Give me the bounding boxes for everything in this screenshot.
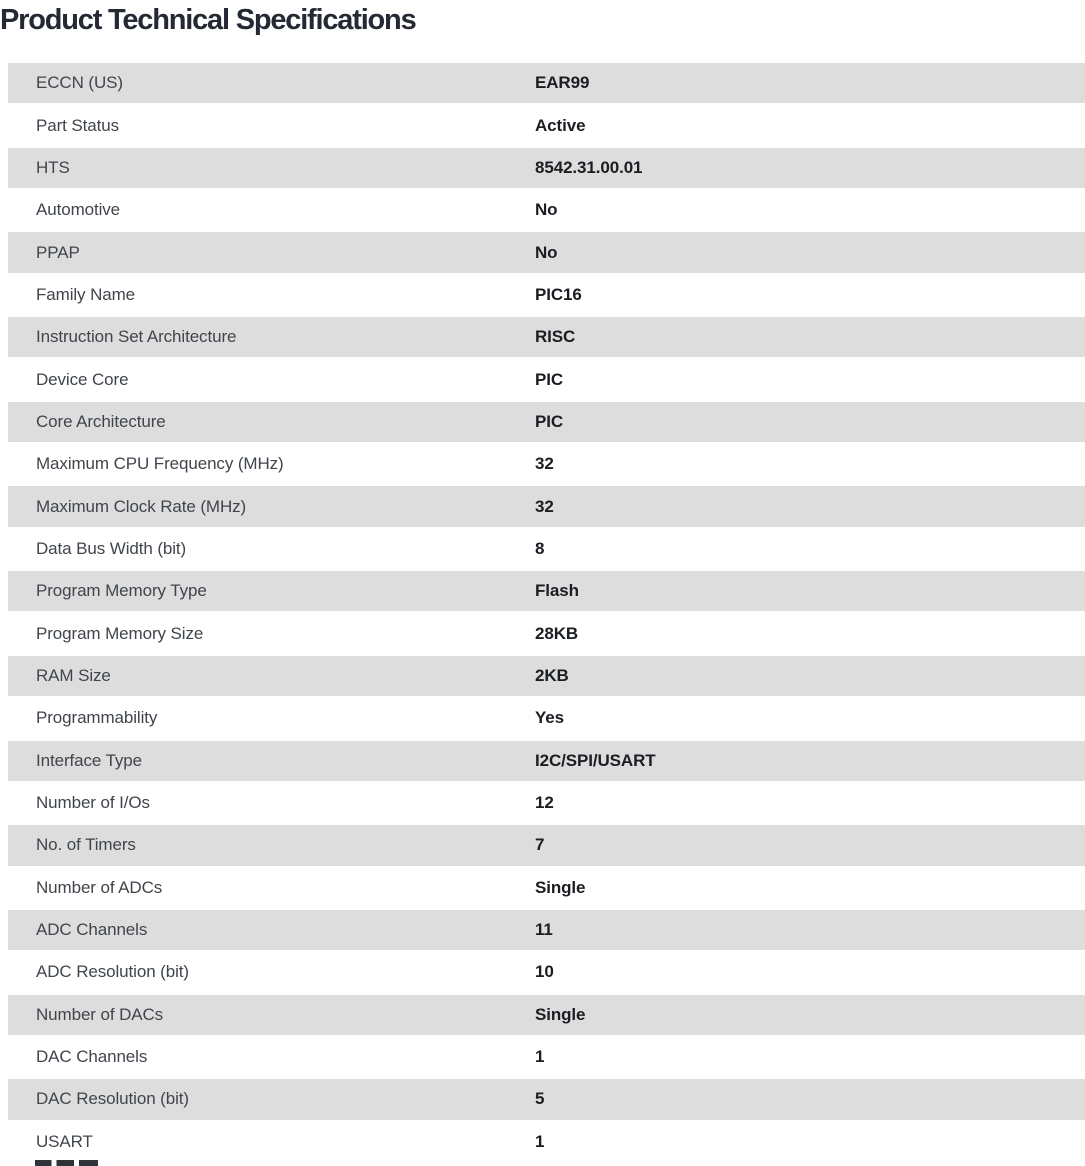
spec-row: Number of I/Os 12 <box>8 781 1085 825</box>
spec-value: 7 <box>535 835 545 855</box>
spec-row: Maximum Clock Rate (MHz) 32 <box>8 485 1085 528</box>
spec-row: No. of Timers 7 <box>8 824 1085 867</box>
spec-row: Device Core PIC <box>8 358 1085 401</box>
clipped-text-fragment <box>35 1160 98 1166</box>
spec-label: ADC Channels <box>36 920 148 940</box>
spec-value: 8542.31.00.01 <box>535 157 643 177</box>
spec-value: 32 <box>535 454 554 474</box>
spec-label: Number of DACs <box>36 1004 164 1024</box>
spec-label: Data Bus Width (bit) <box>36 538 187 558</box>
spec-row: DAC Channels 1 <box>8 1035 1085 1079</box>
spec-label: Device Core <box>36 369 129 389</box>
spec-value: Single <box>535 1004 586 1024</box>
spec-label: Program Memory Type <box>36 581 207 601</box>
spec-row: Data Bus Width (bit) 8 <box>8 527 1085 571</box>
spec-label: Automotive <box>36 200 121 220</box>
spec-label: Maximum CPU Frequency (MHz) <box>36 454 284 474</box>
spec-value: 28KB <box>535 623 579 643</box>
spec-value: PIC16 <box>535 284 582 304</box>
spec-row: Programmability Yes <box>8 697 1085 740</box>
spec-value: 11 <box>535 920 553 940</box>
spec-label: Interface Type <box>36 750 143 770</box>
spec-label: ADC Resolution (bit) <box>36 962 189 982</box>
spec-row: Program Memory Type Flash <box>8 570 1085 613</box>
spec-label: Family Name <box>36 284 136 304</box>
spec-value: EAR99 <box>535 73 590 93</box>
spec-label: PPAP <box>36 242 80 262</box>
spec-value: 5 <box>535 1089 545 1109</box>
spec-row: ECCN (US) EAR99 <box>8 62 1085 105</box>
spec-label: Programmability <box>36 708 158 728</box>
spec-value: PIC <box>535 411 564 431</box>
spec-label: Maximum Clock Rate (MHz) <box>36 496 247 516</box>
spec-value: 10 <box>535 962 554 982</box>
spec-row: Maximum CPU Frequency (MHz) 32 <box>8 443 1085 486</box>
spec-row: ADC Resolution (bit) 10 <box>8 951 1085 994</box>
spec-label: No. of Timers <box>36 835 136 855</box>
spec-label: HTS <box>36 157 70 177</box>
spec-label: Instruction Set Architecture <box>36 327 237 347</box>
spec-row: Interface Type I2C/SPI/USART <box>8 739 1085 782</box>
spec-table: ECCN (US) EAR99 Part Status Active HTS 8542.3… <box>8 62 1085 1163</box>
spec-label: DAC Resolution (bit) <box>36 1089 189 1109</box>
spec-row: Program Memory Size 28KB <box>8 612 1085 655</box>
spec-row: Part Status Active <box>8 104 1085 147</box>
spec-value: RISC <box>535 327 576 347</box>
spec-row: Automotive No <box>8 189 1085 232</box>
spec-value: PIC <box>535 369 564 389</box>
spec-value: Active <box>535 115 586 135</box>
spec-label: Number of ADCs <box>36 877 163 897</box>
spec-row: Instruction Set Architecture RISC <box>8 316 1085 359</box>
spec-label: ECCN (US) <box>36 73 123 93</box>
spec-label: RAM Size <box>36 665 111 685</box>
spec-row: USART 1 <box>8 1120 1085 1163</box>
page-title: Product Technical Specifications <box>0 4 417 36</box>
spec-row: ADC Channels 11 <box>8 908 1085 952</box>
spec-row: Core Architecture PIC <box>8 400 1085 444</box>
spec-value: 1 <box>535 1047 545 1067</box>
spec-row: DAC Resolution (bit) 5 <box>8 1078 1085 1121</box>
spec-row: Number of DACs Single <box>8 993 1085 1036</box>
spec-value: Yes <box>535 708 565 728</box>
spec-row: Number of ADCs Single <box>8 866 1085 909</box>
spec-value: Single <box>535 877 586 897</box>
spec-label: DAC Channels <box>36 1047 148 1067</box>
spec-value: 8 <box>535 538 545 558</box>
spec-value: Flash <box>535 581 579 601</box>
spec-row: Family Name PIC16 <box>8 273 1085 317</box>
spec-row: RAM Size 2KB <box>8 654 1085 698</box>
spec-label: Part Status <box>36 115 119 135</box>
spec-value: 32 <box>535 496 554 516</box>
spec-label: USART <box>36 1131 93 1151</box>
spec-value: I2C/SPI/USART <box>535 750 656 770</box>
spec-row: PPAP No <box>8 231 1085 274</box>
spec-label: Core Architecture <box>36 411 166 431</box>
spec-label: Program Memory Size <box>36 623 204 643</box>
spec-value: No <box>535 242 558 262</box>
spec-value: 1 <box>535 1131 545 1151</box>
spec-value: 12 <box>535 793 554 813</box>
spec-value: 2KB <box>535 665 569 685</box>
spec-value: No <box>535 200 558 220</box>
spec-row: HTS 8542.31.00.01 <box>8 146 1085 190</box>
spec-label: Number of I/Os <box>36 793 150 813</box>
